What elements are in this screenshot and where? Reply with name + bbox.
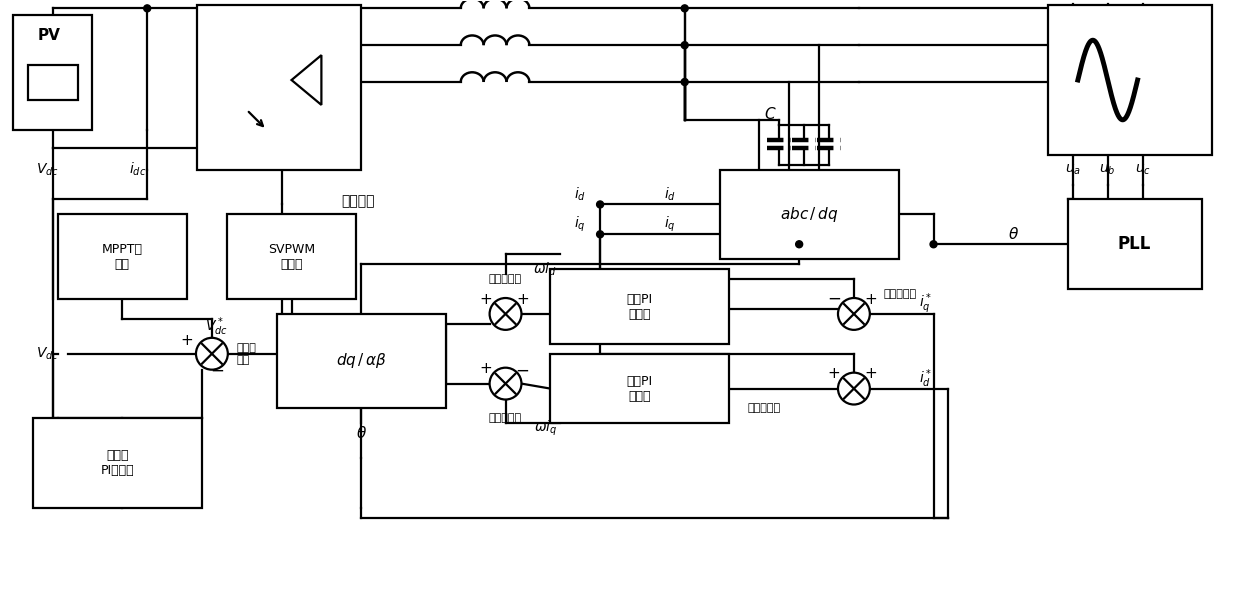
Text: +: + [864,292,877,307]
Bar [719,170,899,259]
Circle shape [196,338,228,370]
Text: −: − [210,362,223,380]
Text: 第一加
法器: 第一加 法器 [237,343,257,365]
Bar [197,5,361,170]
Bar [57,214,187,299]
Text: SVPWM
调制器: SVPWM 调制器 [268,243,315,271]
Bar [12,16,93,130]
Bar [551,354,729,423]
Text: PV: PV [37,28,61,43]
Text: +: + [181,333,193,348]
Circle shape [596,231,604,238]
Text: $u_b$: $u_b$ [1100,162,1116,177]
Text: $V_{dc}$: $V_{dc}$ [36,346,60,362]
Circle shape [838,298,869,330]
Text: $i_{dc}$: $i_{dc}$ [129,161,146,179]
Text: $i_d^*$: $i_d^*$ [919,367,932,390]
Text: C: C [764,107,775,122]
Text: +: + [516,292,528,307]
Bar [1048,5,1213,155]
Text: 第五加法器: 第五加法器 [489,274,522,284]
Text: $dq\,/\,\alpha\beta$: $dq\,/\,\alpha\beta$ [336,351,387,370]
Text: +: + [827,366,841,381]
Circle shape [796,241,802,248]
Text: PLL: PLL [1118,235,1151,253]
Bar [27,65,78,100]
Bar [277,314,446,409]
Text: $\theta$: $\theta$ [1008,226,1019,243]
Text: $i_q^*$: $i_q^*$ [919,292,932,316]
Text: 第三加法器: 第三加法器 [489,413,522,423]
Circle shape [144,5,151,12]
Text: $abc\,/\,dq$: $abc\,/\,dq$ [780,205,838,224]
Text: $\omega i_d$: $\omega i_d$ [533,261,557,278]
Bar [32,419,202,508]
Circle shape [490,368,522,400]
Text: −: − [827,290,841,308]
Circle shape [681,42,688,49]
Text: 驱动信号: 驱动信号 [341,195,374,208]
Text: 第二PI
控制器: 第二PI 控制器 [627,293,653,321]
Text: $V_{dc}$: $V_{dc}$ [36,161,60,178]
Circle shape [681,78,688,86]
Text: $V_{dc}^*$: $V_{dc}^*$ [206,316,228,338]
Circle shape [596,201,604,208]
Text: +: + [479,292,492,307]
Text: MPPT控
制器: MPPT控 制器 [102,243,143,271]
Text: 第二加法器: 第二加法器 [748,404,781,413]
Circle shape [681,5,688,12]
Text: 第一PI
控制器: 第一PI 控制器 [627,374,653,403]
Text: 抗饱和
PI控制器: 抗饱和 PI控制器 [100,449,134,477]
Bar [551,269,729,344]
Text: $u_a$: $u_a$ [1065,162,1081,177]
Text: $\omega i_q$: $\omega i_q$ [533,419,557,438]
Bar [1068,199,1203,289]
Circle shape [930,241,937,248]
Circle shape [838,373,869,404]
Text: −: − [516,362,529,380]
Bar [227,214,356,299]
Text: $\theta$: $\theta$ [356,425,367,441]
Text: +: + [864,366,877,381]
Text: 第四加法器: 第四加法器 [884,289,916,299]
Text: $i_q$: $i_q$ [663,214,676,234]
Text: +: + [479,361,492,376]
Text: $u_c$: $u_c$ [1135,162,1151,177]
Circle shape [490,298,522,330]
Text: $i_d$: $i_d$ [574,186,587,203]
Text: $i_q$: $i_q$ [574,214,587,234]
Text: $i_d$: $i_d$ [663,186,676,203]
